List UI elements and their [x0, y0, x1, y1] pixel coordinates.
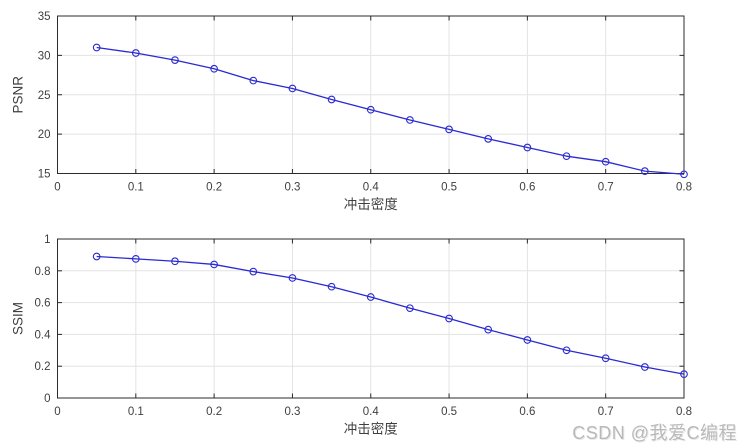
y-tick-label: 15	[38, 169, 51, 181]
data-point-marker	[562, 152, 571, 161]
data-point-marker	[680, 370, 688, 379]
ticks	[57, 15, 685, 174]
data-point-marker	[288, 274, 297, 282]
series-line-ssim	[96, 255, 685, 375]
y-tick-label: 0	[44, 393, 50, 405]
x-axis-label: 冲击密度	[344, 421, 398, 437]
data-point-marker	[92, 43, 101, 52]
ssim-subplot: 0 0.1 0.2 0.3 0.4 0.5 0.6 0.7 0.8 0 0.2 0.4 0.6 0.8 1 冲…	[11, 234, 693, 437]
x-tick-label: 0.1	[128, 182, 144, 194]
x-tick-label: 0.6	[519, 182, 535, 194]
data-point-marker	[640, 167, 649, 175]
data-point-marker	[366, 293, 375, 301]
data-point-marker	[601, 157, 610, 166]
data-point-marker	[445, 314, 453, 323]
x-tick-label: 0.1	[128, 406, 144, 418]
x-tick-label: 0.7	[598, 406, 614, 418]
y-tick-label: 0.6	[35, 298, 51, 310]
x-axis-label: 冲击密度	[344, 196, 398, 212]
data-point-marker	[562, 346, 571, 355]
x-tick-label: 0.4	[363, 182, 380, 194]
y-tick-label: 0.4	[35, 329, 52, 341]
y-tick-label: 1	[44, 234, 50, 246]
data-point-marker	[327, 95, 336, 104]
data-point-marker	[484, 135, 493, 143]
ticks	[57, 238, 685, 399]
y-tick-label: 0.2	[35, 361, 51, 373]
x-tick-label: 0.3	[284, 182, 300, 194]
x-tick-label: 0.5	[441, 182, 457, 194]
grid	[57, 238, 685, 399]
x-tick-label: 0.6	[519, 406, 535, 418]
data-point-marker	[249, 267, 258, 276]
data-point-marker	[131, 255, 140, 263]
x-tick-label: 0.8	[676, 182, 692, 194]
x-tick-label: 0	[54, 406, 60, 418]
x-tick-label: 0.2	[206, 182, 222, 194]
data-point-marker	[210, 64, 218, 73]
data-point-marker	[327, 282, 336, 291]
x-tick-label: 0.7	[598, 182, 614, 194]
x-tick-label: 0.5	[441, 406, 457, 418]
x-tick-label: 0.3	[284, 406, 300, 418]
data-point-marker	[366, 105, 375, 114]
y-tick-label: 35	[38, 11, 51, 23]
data-point-marker	[484, 325, 493, 334]
data-point-marker	[445, 125, 453, 134]
data-point-marker	[406, 304, 414, 313]
data-point-marker	[640, 363, 649, 371]
data-point-marker	[171, 257, 179, 266]
data-point-marker	[92, 252, 101, 261]
data-point-marker	[288, 84, 297, 93]
grid	[57, 15, 685, 174]
series-line-psnr	[96, 46, 685, 175]
x-tick-label: 0	[54, 182, 60, 194]
data-point-marker	[523, 143, 532, 152]
data-point-marker	[249, 76, 258, 85]
y-tick-label: 0.8	[35, 266, 51, 278]
data-point-marker	[171, 56, 179, 64]
y-tick-label: 25	[38, 90, 51, 102]
csdn-watermark: CSDN @我爱C编程	[572, 423, 737, 443]
data-point-marker	[131, 49, 140, 57]
psnr-subplot: 0 0.1 0.2 0.3 0.4 0.5 0.6 0.7 0.8 15 20 25 30 35 冲击密度 P…	[11, 11, 693, 212]
data-point-marker	[680, 170, 688, 179]
y-axis-label: SSIM	[11, 302, 26, 335]
data-point-marker	[523, 336, 532, 344]
data-point-marker	[406, 116, 414, 124]
x-tick-label: 0.2	[206, 406, 222, 418]
y-axis-label: PSNR	[11, 76, 26, 114]
data-point-marker	[601, 354, 610, 363]
x-tick-label: 0.8	[676, 406, 692, 418]
y-tick-label: 20	[38, 129, 51, 141]
data-point-marker	[210, 260, 218, 269]
y-tick-label: 30	[38, 50, 51, 62]
x-tick-label: 0.4	[363, 406, 380, 418]
